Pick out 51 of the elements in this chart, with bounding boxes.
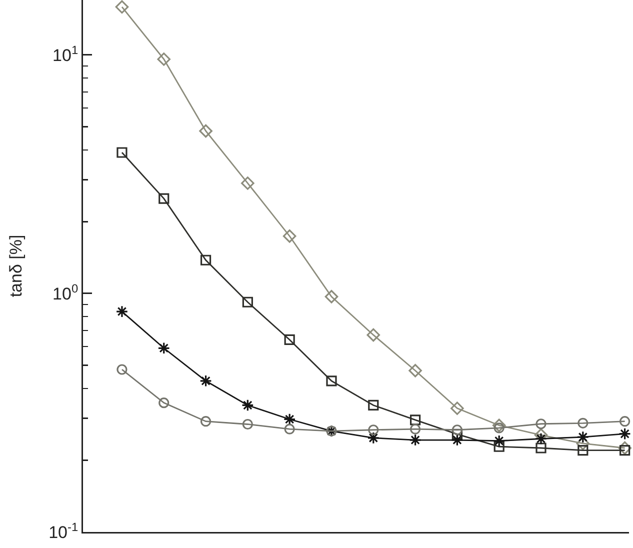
point bbox=[408, 364, 422, 378]
point bbox=[368, 424, 379, 436]
point bbox=[241, 176, 254, 190]
y-tick-label: 10$^{-1}$ bbox=[48, 520, 78, 542]
point bbox=[367, 432, 380, 444]
point bbox=[116, 147, 128, 158]
point bbox=[282, 229, 296, 243]
point bbox=[410, 424, 421, 434]
point bbox=[618, 441, 632, 455]
point bbox=[116, 305, 128, 318]
point bbox=[534, 428, 548, 442]
point bbox=[200, 254, 212, 266]
point bbox=[324, 290, 338, 304]
point bbox=[115, 0, 129, 14]
point bbox=[158, 342, 170, 354]
point bbox=[494, 422, 504, 434]
point bbox=[200, 416, 212, 427]
point bbox=[326, 376, 337, 386]
point bbox=[366, 328, 380, 342]
point bbox=[116, 364, 128, 375]
point bbox=[157, 52, 171, 66]
point bbox=[492, 434, 506, 448]
point bbox=[284, 334, 295, 346]
point bbox=[242, 418, 253, 430]
point bbox=[199, 124, 212, 138]
point bbox=[576, 430, 590, 444]
point bbox=[242, 296, 253, 308]
point bbox=[241, 399, 254, 412]
point bbox=[368, 400, 379, 411]
point bbox=[409, 434, 422, 446]
point bbox=[492, 418, 506, 432]
point bbox=[451, 434, 464, 446]
point bbox=[578, 418, 588, 428]
point bbox=[578, 445, 588, 456]
y-axis-title: tanδ [%] bbox=[6, 234, 26, 298]
point bbox=[450, 402, 464, 415]
point bbox=[536, 442, 546, 454]
y-tick-label: 10$^{0}$ bbox=[52, 281, 78, 304]
point bbox=[452, 424, 462, 436]
point bbox=[200, 374, 212, 388]
point bbox=[284, 424, 295, 434]
point bbox=[536, 418, 546, 430]
y-tick-label: 10$^{1}$ bbox=[52, 42, 78, 65]
point bbox=[620, 416, 630, 427]
point bbox=[534, 432, 548, 445]
point bbox=[158, 193, 170, 204]
point bbox=[283, 413, 296, 426]
point bbox=[158, 398, 170, 408]
point bbox=[618, 428, 632, 440]
point bbox=[410, 414, 421, 426]
point bbox=[494, 441, 504, 452]
